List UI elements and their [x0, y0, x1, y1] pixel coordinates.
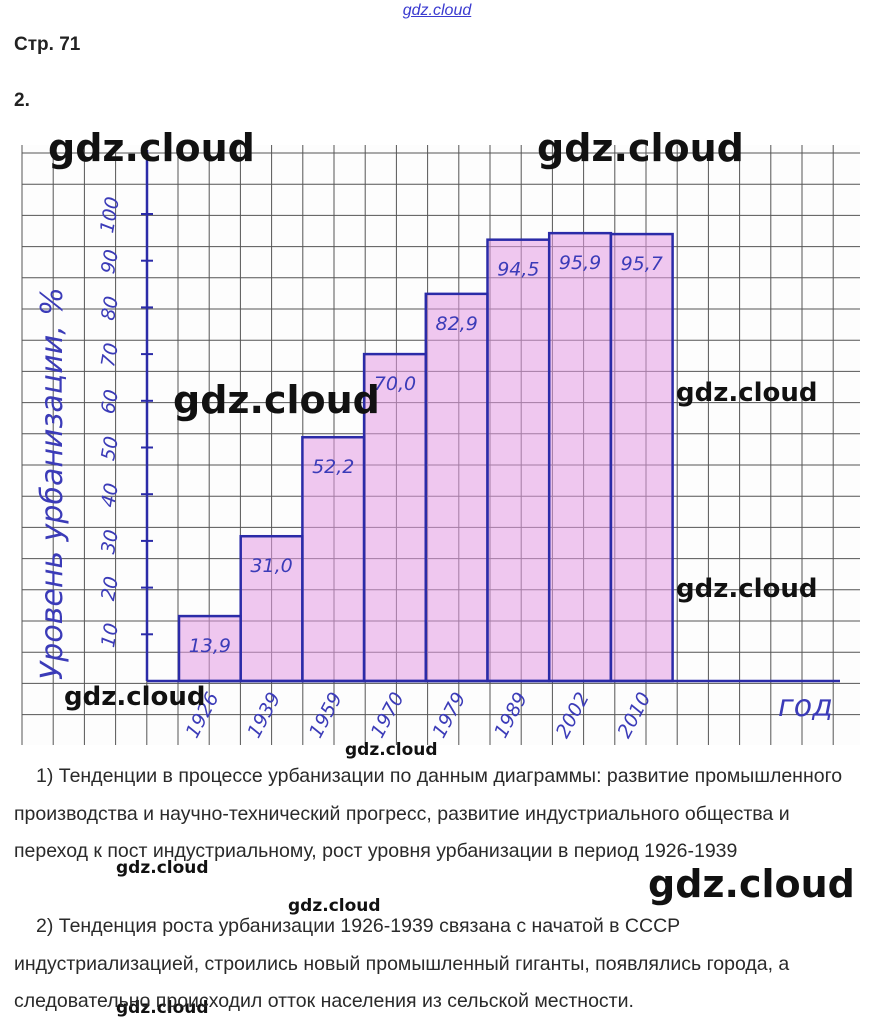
- answer-paragraph-1: 1) Тенденции в процессе урбанизации по д…: [14, 758, 854, 871]
- bar: [486, 238, 551, 683]
- page-label: Стр. 71: [14, 34, 81, 55]
- bar-value-label: 31,0: [250, 555, 292, 577]
- task-number: 2.: [14, 90, 30, 111]
- site-link[interactable]: gdz.cloud: [402, 2, 472, 19]
- answer-text-2: 2) Тенденция роста урбанизации 1926-1939…: [14, 915, 790, 1012]
- y-tick-label: 70: [97, 341, 123, 369]
- watermark: gdz.cloud: [676, 574, 818, 604]
- x-axis-title: год: [778, 689, 833, 724]
- y-tick-label: 40: [97, 481, 123, 509]
- watermark: gdz.cloud: [48, 126, 255, 170]
- bar: [239, 534, 304, 683]
- y-tick-label: 30: [97, 528, 123, 556]
- watermark: gdz.cloud: [345, 740, 438, 760]
- y-tick-label: 20: [97, 575, 123, 603]
- axes-group: [141, 150, 840, 683]
- bar-value-label: 95,7: [621, 253, 663, 275]
- bars-group: [177, 231, 674, 683]
- y-tick-label: 80: [97, 295, 123, 323]
- y-tick-label: 10: [97, 621, 123, 649]
- y-tick-label: 60: [97, 388, 123, 416]
- bar-value-label: 70,0: [374, 373, 416, 395]
- bar-value-label: 13,9: [189, 635, 231, 657]
- watermark: gdz.cloud: [676, 378, 818, 408]
- bar: [301, 435, 366, 683]
- watermark: gdz.cloud: [116, 858, 209, 878]
- watermark: gdz.cloud: [116, 998, 209, 1018]
- bar-value-label: 82,9: [435, 313, 477, 335]
- answer-text-1: 1) Тенденции в процессе урбанизации по д…: [14, 765, 843, 862]
- watermark: gdz.cloud: [288, 896, 381, 916]
- y-tick-label: 90: [97, 248, 123, 276]
- urbanization-bar-chart: 13,9192631,0193952,2195970,0197082,91979…: [21, 145, 860, 745]
- bar: [362, 352, 428, 683]
- y-tick-label: 50: [97, 435, 123, 463]
- watermark: gdz.cloud: [173, 378, 380, 422]
- bar-value-label: 94,5: [497, 259, 539, 281]
- bar: [547, 231, 613, 683]
- bar: [424, 292, 489, 683]
- y-axis-title: Уровень урбанизации, %: [35, 287, 70, 680]
- watermark: gdz.cloud: [648, 862, 855, 906]
- bar-value-label: 52,2: [312, 456, 354, 478]
- bar-value-label: 95,9: [559, 252, 601, 274]
- bar: [609, 232, 674, 683]
- watermark: gdz.cloud: [64, 682, 206, 712]
- watermark: gdz.cloud: [537, 126, 744, 170]
- answer-paragraph-2: 2) Тенденция роста урбанизации 1926-1939…: [14, 908, 854, 1021]
